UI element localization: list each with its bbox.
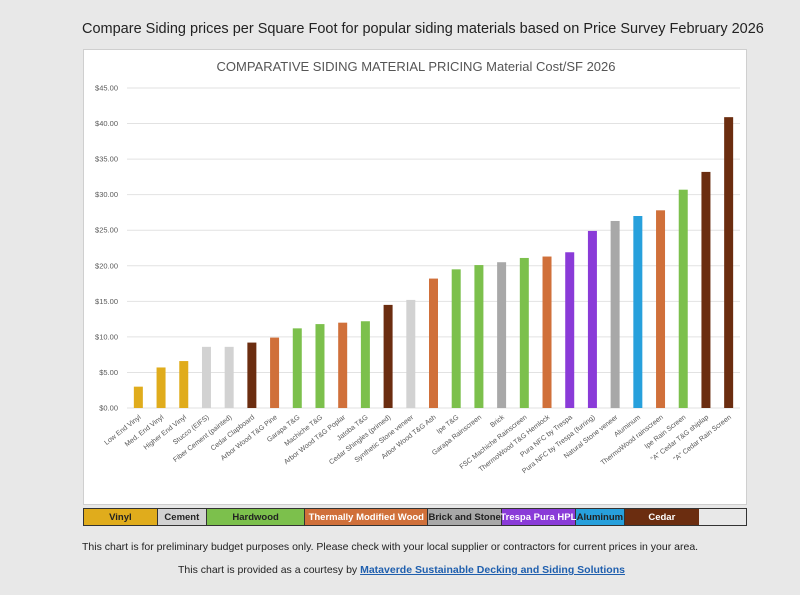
bar (542, 256, 552, 408)
bars (133, 117, 734, 409)
bar (633, 216, 643, 408)
bar (201, 346, 211, 408)
bar (315, 324, 325, 408)
y-tick-label: $0.00 (99, 404, 118, 413)
bar (179, 361, 189, 408)
bar (610, 220, 620, 408)
bar (429, 278, 438, 408)
y-tick-label: $25.00 (95, 226, 118, 235)
bar (247, 342, 257, 408)
y-tick-label: $30.00 (95, 190, 118, 199)
legend-item: Cedar (624, 509, 699, 525)
bar (292, 328, 302, 408)
bar (497, 262, 507, 408)
category-legend: Vinyl Cement Hardwood Thermally Modified Wo… (83, 508, 747, 526)
bar (360, 321, 370, 408)
siding-price-chart: COMPARATIVE SIDING MATERIAL PRICING Mate… (95, 59, 740, 475)
bar (406, 299, 416, 408)
bar (678, 189, 688, 408)
bar (565, 252, 575, 408)
bar (656, 210, 666, 408)
legend-item: Hardwood (206, 509, 306, 525)
bar (587, 230, 597, 408)
x-tick-label: Low End Vinyl (103, 414, 143, 447)
y-tick-label: $35.00 (95, 155, 118, 164)
bar (383, 304, 393, 408)
bar (724, 117, 734, 409)
legend-item: Cement (157, 509, 207, 525)
legend-item: Trespa Pura HPL (500, 509, 576, 525)
legend-item: Vinyl (84, 509, 158, 525)
disclaimer-text: This chart is for preliminary budget pur… (82, 541, 699, 553)
y-tick-label: $40.00 (95, 119, 118, 128)
bar (338, 322, 348, 408)
courtesy-prefix: This chart is provided as a courtesy by (178, 564, 361, 576)
legend-item: Brick and Stone (428, 509, 503, 525)
y-tick-label: $45.00 (95, 84, 118, 93)
bar (133, 386, 143, 408)
mataverde-link[interactable]: Mataverde Sustainable Decking and Siding… (360, 564, 625, 576)
bar (474, 265, 484, 408)
bar (451, 269, 461, 408)
y-tick-label: $20.00 (95, 261, 118, 270)
bar (156, 367, 166, 408)
chart-container: COMPARATIVE SIDING MATERIAL PRICING Mate… (83, 49, 747, 505)
y-axis-ticks: $0.00 $5.00 $10.00 $15.00 $20.00 $25.00 $30.00… (95, 84, 118, 413)
y-tick-label: $15.00 (95, 297, 118, 306)
bar (701, 171, 711, 408)
chart-title: COMPARATIVE SIDING MATERIAL PRICING Mate… (217, 59, 616, 74)
bar (519, 257, 529, 408)
legend-item: Aluminum (575, 509, 625, 525)
y-tick-label: $5.00 (99, 368, 118, 377)
y-tick-label: $10.00 (95, 332, 118, 341)
bar (270, 337, 280, 408)
legend-item: Thermally Modified Wood (305, 509, 429, 525)
bar (224, 346, 234, 408)
x-tick-label: Brick (489, 414, 506, 429)
courtesy-line: This chart is provided as a courtesy by … (178, 564, 625, 576)
page-heading: Compare Siding prices per Square Foot fo… (82, 21, 764, 37)
